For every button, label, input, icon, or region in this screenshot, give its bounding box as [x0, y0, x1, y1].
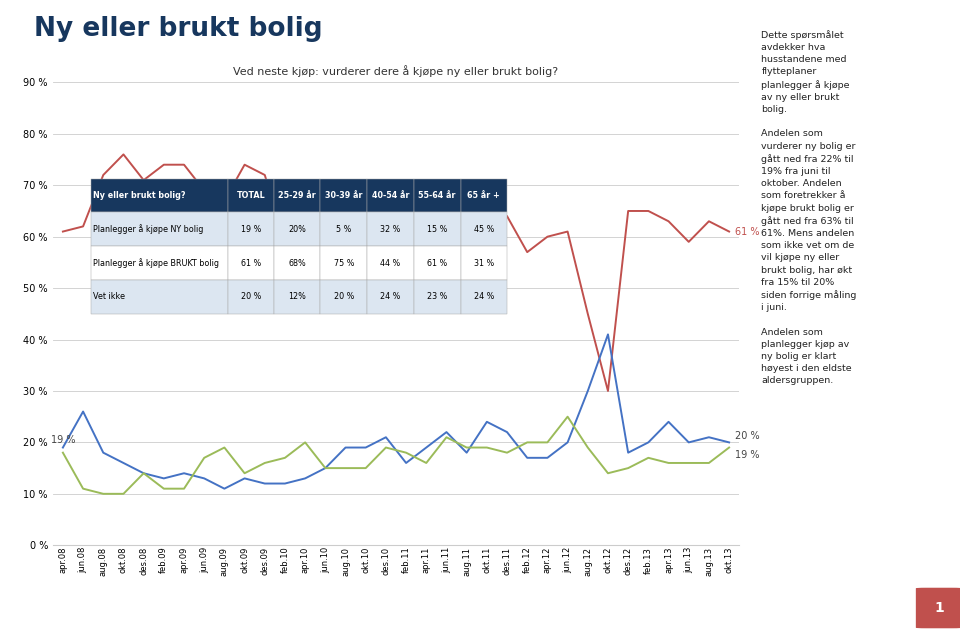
FancyBboxPatch shape	[461, 179, 507, 212]
Text: 20%: 20%	[288, 225, 306, 234]
FancyBboxPatch shape	[228, 246, 274, 280]
Text: 30-39 år: 30-39 år	[325, 191, 363, 200]
Text: Ny eller brukt bolig?: Ny eller brukt bolig?	[93, 191, 186, 200]
FancyBboxPatch shape	[321, 212, 367, 246]
FancyBboxPatch shape	[274, 212, 321, 246]
FancyBboxPatch shape	[461, 280, 507, 314]
Text: 19 %: 19 %	[51, 435, 75, 445]
Text: Planlegger å kjøpe NY bolig: Planlegger å kjøpe NY bolig	[93, 224, 204, 235]
Text: TOTAL: TOTAL	[236, 191, 265, 200]
Text: 24 %: 24 %	[473, 292, 494, 301]
FancyBboxPatch shape	[461, 212, 507, 246]
Text: 68%: 68%	[288, 259, 306, 268]
Text: Planlegger å kjøpe BRUKT bolig: Planlegger å kjøpe BRUKT bolig	[93, 258, 219, 268]
Text: 45 %: 45 %	[473, 225, 494, 234]
FancyBboxPatch shape	[367, 179, 414, 212]
FancyBboxPatch shape	[321, 280, 367, 314]
Text: EiendomsMegler: EiendomsMegler	[806, 600, 931, 614]
Text: 44 %: 44 %	[380, 259, 400, 268]
Text: 15 %: 15 %	[427, 225, 447, 234]
Text: Kilde: Forbrukerundersøkelse.  N = de som har kjøpsplaner for bolig (ca 50-100 h: Kilde: Forbrukerundersøkelse. N = de som…	[67, 602, 565, 614]
Text: 61 %: 61 %	[241, 259, 261, 268]
FancyBboxPatch shape	[228, 179, 274, 212]
Text: 65 år +: 65 år +	[468, 191, 500, 200]
Text: 19 %: 19 %	[241, 225, 261, 234]
FancyBboxPatch shape	[90, 280, 228, 314]
FancyBboxPatch shape	[90, 212, 228, 246]
Text: 19 %: 19 %	[735, 450, 759, 460]
Text: 40-54 år: 40-54 år	[372, 191, 409, 200]
Text: 61 %: 61 %	[735, 226, 759, 236]
Text: 20 %: 20 %	[735, 431, 759, 441]
FancyBboxPatch shape	[367, 280, 414, 314]
FancyBboxPatch shape	[90, 246, 228, 280]
Text: 25-29 år: 25-29 år	[278, 191, 316, 200]
FancyBboxPatch shape	[274, 280, 321, 314]
Text: 9: 9	[24, 601, 33, 615]
Text: Dette spørsmålet
avdekker hva
husstandene med
flytteplaner
planlegger å kjøpe
av: Dette spørsmålet avdekker hva husstanden…	[761, 30, 856, 385]
FancyBboxPatch shape	[461, 246, 507, 280]
Text: 12%: 12%	[288, 292, 306, 301]
Text: Ny eller brukt bolig: Ny eller brukt bolig	[34, 16, 323, 42]
FancyBboxPatch shape	[367, 212, 414, 246]
Text: 20 %: 20 %	[241, 292, 261, 301]
Text: 1: 1	[934, 601, 944, 615]
FancyBboxPatch shape	[414, 246, 461, 280]
Text: 61 %: 61 %	[427, 259, 447, 268]
FancyBboxPatch shape	[228, 280, 274, 314]
Text: 24 %: 24 %	[380, 292, 400, 301]
FancyBboxPatch shape	[274, 179, 321, 212]
Title: Ved neste kjøp: vurderer dere å kjøpe ny eller brukt bolig?: Ved neste kjøp: vurderer dere å kjøpe ny…	[233, 65, 559, 77]
FancyBboxPatch shape	[414, 280, 461, 314]
FancyBboxPatch shape	[228, 212, 274, 246]
FancyBboxPatch shape	[367, 246, 414, 280]
Text: Vet ikke: Vet ikke	[93, 292, 126, 301]
Text: 20 %: 20 %	[334, 292, 354, 301]
FancyBboxPatch shape	[321, 179, 367, 212]
FancyBboxPatch shape	[274, 246, 321, 280]
Text: 32 %: 32 %	[380, 225, 400, 234]
Text: 23 %: 23 %	[427, 292, 447, 301]
Text: 31 %: 31 %	[473, 259, 494, 268]
Text: 75 %: 75 %	[333, 259, 354, 268]
FancyBboxPatch shape	[414, 179, 461, 212]
Text: 55-64 år: 55-64 år	[419, 191, 456, 200]
FancyBboxPatch shape	[916, 588, 960, 628]
FancyBboxPatch shape	[90, 179, 228, 212]
FancyBboxPatch shape	[321, 246, 367, 280]
Text: 5 %: 5 %	[336, 225, 351, 234]
FancyBboxPatch shape	[414, 212, 461, 246]
